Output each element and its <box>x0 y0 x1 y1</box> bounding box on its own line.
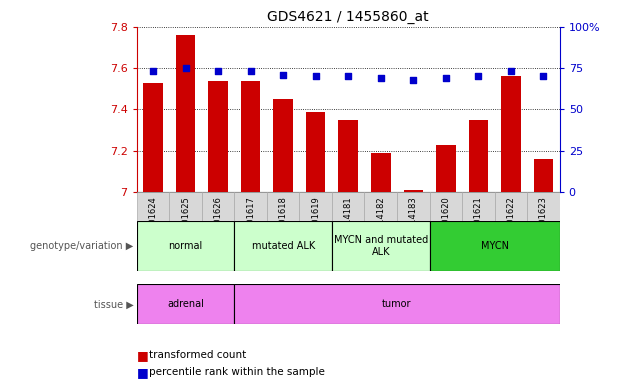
Text: GSM801619: GSM801619 <box>311 196 320 247</box>
Text: tumor: tumor <box>382 299 411 310</box>
Bar <box>495 192 527 221</box>
Text: mutated ALK: mutated ALK <box>251 241 315 251</box>
Bar <box>273 99 293 192</box>
Text: GSM801625: GSM801625 <box>181 196 190 247</box>
Point <box>538 73 548 79</box>
Bar <box>397 192 429 221</box>
Text: ■: ■ <box>137 349 153 362</box>
Text: GSM914182: GSM914182 <box>377 196 385 247</box>
Text: percentile rank within the sample: percentile rank within the sample <box>149 367 326 377</box>
Bar <box>267 192 300 221</box>
Bar <box>234 284 560 324</box>
Bar <box>143 83 163 192</box>
Bar <box>371 153 391 192</box>
Text: GSM801620: GSM801620 <box>441 196 450 247</box>
Point <box>506 68 516 74</box>
Bar <box>234 221 332 271</box>
Text: genotype/variation ▶: genotype/variation ▶ <box>31 241 134 251</box>
Point <box>441 75 451 81</box>
Text: transformed count: transformed count <box>149 350 247 360</box>
Bar <box>364 192 397 221</box>
Text: GSM801618: GSM801618 <box>279 196 287 247</box>
Text: MYCN and mutated
ALK: MYCN and mutated ALK <box>334 235 428 257</box>
Bar <box>209 81 228 192</box>
Bar <box>137 284 234 324</box>
Bar <box>469 120 488 192</box>
Bar <box>429 221 560 271</box>
Text: GSM801621: GSM801621 <box>474 196 483 247</box>
Text: ■: ■ <box>137 366 153 379</box>
Point <box>310 73 321 79</box>
Bar <box>234 192 267 221</box>
Text: GSM914181: GSM914181 <box>343 196 353 247</box>
Text: GSM801623: GSM801623 <box>539 196 548 247</box>
Bar <box>332 192 364 221</box>
Bar <box>306 111 326 192</box>
Bar <box>501 76 521 192</box>
Text: adrenal: adrenal <box>167 299 204 310</box>
Bar <box>338 120 358 192</box>
Bar <box>137 221 234 271</box>
Text: normal: normal <box>169 241 203 251</box>
Point <box>213 68 223 74</box>
Bar <box>527 192 560 221</box>
Bar <box>403 190 423 192</box>
Bar <box>169 192 202 221</box>
Text: tissue ▶: tissue ▶ <box>94 299 134 310</box>
Point <box>343 73 353 79</box>
Bar <box>436 144 455 192</box>
Point <box>408 77 418 83</box>
Point <box>473 73 483 79</box>
Bar <box>137 192 169 221</box>
Bar <box>332 221 429 271</box>
Text: GSM801624: GSM801624 <box>149 196 158 247</box>
Point <box>245 68 256 74</box>
Text: GSM801617: GSM801617 <box>246 196 255 247</box>
Bar <box>300 192 332 221</box>
Point <box>181 65 191 71</box>
Point <box>376 75 386 81</box>
Point <box>278 72 288 78</box>
Bar <box>534 159 553 192</box>
Title: GDS4621 / 1455860_at: GDS4621 / 1455860_at <box>267 10 429 25</box>
Text: MYCN: MYCN <box>481 241 509 251</box>
Text: GSM801622: GSM801622 <box>506 196 515 247</box>
Text: GSM914183: GSM914183 <box>409 196 418 247</box>
Point <box>148 68 158 74</box>
Bar <box>202 192 234 221</box>
Bar <box>241 81 260 192</box>
Bar <box>176 35 195 192</box>
Bar <box>429 192 462 221</box>
Bar <box>462 192 495 221</box>
Text: GSM801626: GSM801626 <box>214 196 223 247</box>
